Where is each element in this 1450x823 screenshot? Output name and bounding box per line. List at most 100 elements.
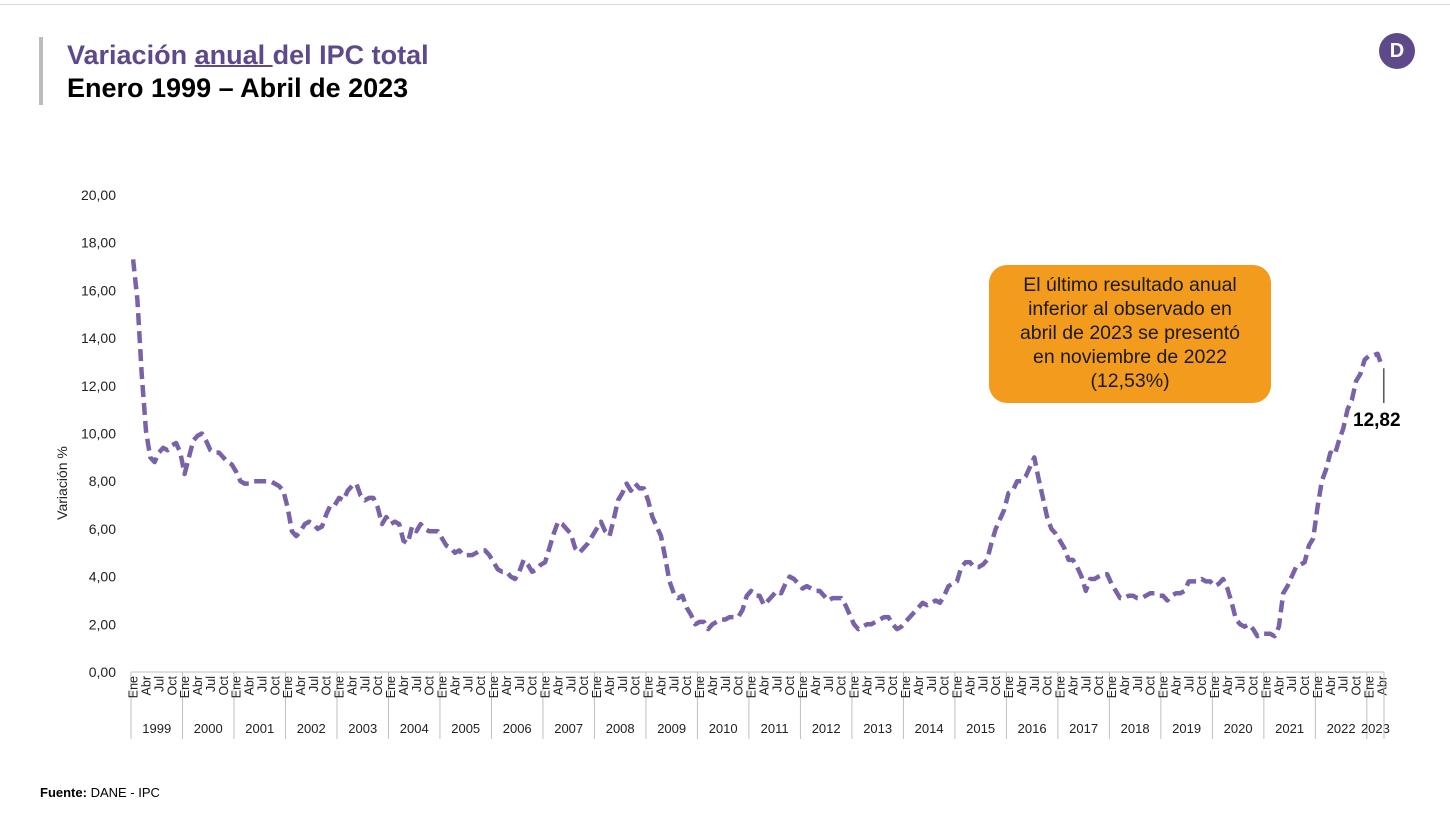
month-tick-label: Abr <box>500 676 514 695</box>
month-tick-label: Jul <box>358 676 372 692</box>
source-note: Fuente: DANE - IPC <box>40 785 160 800</box>
dane-logo-icon: D <box>1379 33 1415 69</box>
month-tick-label: Abr <box>1272 676 1286 695</box>
month-tick-label: Ene <box>333 676 347 698</box>
month-tick-label: Oct <box>526 675 540 695</box>
month-tick-label: Oct <box>1092 675 1106 695</box>
source-text: DANE - IPC <box>86 785 160 800</box>
month-tick-label: Ene <box>1054 676 1068 698</box>
month-tick-label: Jul <box>1234 676 1248 692</box>
month-tick-label: Jul <box>719 676 733 692</box>
month-tick-label: Jul <box>616 676 630 692</box>
month-tick-label: Abr <box>1324 676 1338 695</box>
year-label: 2005 <box>451 721 480 736</box>
year-label: 2017 <box>1069 721 1098 736</box>
month-tick-label: Ene <box>230 676 244 698</box>
month-tick-label: Abr <box>294 676 308 695</box>
month-tick-label: Ene <box>384 676 398 698</box>
month-tick-label: Jul <box>410 676 424 692</box>
title-accent-bar <box>39 37 43 105</box>
month-tick-label: Oct <box>629 675 643 695</box>
month-tick-label: Ene <box>178 676 192 698</box>
month-tick-label: Oct <box>1144 675 1158 695</box>
month-tick-label: Jul <box>1285 676 1299 692</box>
month-tick-label: Ene <box>693 676 707 698</box>
last-value-label: 12,82 <box>1353 410 1401 431</box>
year-label: 2015 <box>966 721 995 736</box>
month-tick-label: Ene <box>1259 676 1273 698</box>
title-underlined-word: anual <box>194 40 273 70</box>
month-tick-label: Abr <box>603 676 617 695</box>
month-tick-label: Abr <box>140 676 154 695</box>
year-label: 2014 <box>915 721 944 736</box>
month-tick-label: Oct <box>1298 675 1312 695</box>
chart-subtitle: Enero 1999 – Abril de 2023 <box>67 73 409 103</box>
y-tick-label: 20,00 <box>81 187 116 203</box>
month-tick-label: Oct <box>1247 675 1261 695</box>
year-label: 2020 <box>1224 721 1253 736</box>
year-label: 1999 <box>142 721 171 736</box>
title-part-1: Variación <box>67 40 195 70</box>
month-tick-label: Ene <box>1208 676 1222 698</box>
month-tick-label: Ene <box>642 676 656 698</box>
month-tick-label: Ene <box>487 676 501 698</box>
y-tick-label: 0,00 <box>89 664 116 680</box>
month-tick-label: Abr <box>551 676 565 695</box>
y-tick-label: 2,00 <box>89 616 116 632</box>
series-line <box>130 259 1385 639</box>
month-tick-label: Oct <box>1041 675 1055 695</box>
month-tick-label: Abr <box>1221 676 1235 695</box>
month-tick-label: Oct <box>165 675 179 695</box>
y-tick-label: 18,00 <box>81 235 116 251</box>
month-tick-label: Abr <box>448 676 462 695</box>
month-tick-label: Jul <box>461 676 475 692</box>
month-tick-label: Ene <box>745 676 759 698</box>
year-label: 2003 <box>348 721 377 736</box>
month-tick-label: Jul <box>1028 676 1042 692</box>
callout-line: El último resultado anual <box>1023 274 1237 296</box>
month-tick-label: Oct <box>732 675 746 695</box>
callout-line: inferior al observado en <box>1028 298 1232 320</box>
month-tick-label: Ene <box>899 676 913 698</box>
month-tick-label: Ene <box>1157 676 1171 698</box>
month-tick-label: Oct <box>371 675 385 695</box>
month-tick-label: Jul <box>255 676 269 692</box>
year-label: 2006 <box>503 721 532 736</box>
year-label: 2018 <box>1121 721 1150 736</box>
month-tick-label: Jul <box>204 676 218 692</box>
year-label: 2022 <box>1327 721 1356 736</box>
month-tick-label: Ene <box>1002 676 1016 698</box>
month-tick-label: Abr <box>397 676 411 695</box>
month-tick-label: Jul <box>152 676 166 692</box>
month-tick-label: Jul <box>564 676 578 692</box>
y-tick-label: 6,00 <box>89 521 116 537</box>
y-tick-label: 4,00 <box>89 569 116 585</box>
year-label: 2004 <box>400 721 429 736</box>
month-tick-label: Abr <box>757 676 771 695</box>
month-tick-label: Jul <box>513 676 527 692</box>
month-tick-label: Abr <box>1066 676 1080 695</box>
month-tick-label: Abr <box>1169 676 1183 695</box>
y-tick-label: 12,00 <box>81 378 116 394</box>
y-axis-label: Variación % <box>54 446 70 520</box>
year-label: 2010 <box>709 721 738 736</box>
year-label: 2016 <box>1018 721 1047 736</box>
month-tick-label: Abr <box>1118 676 1132 695</box>
month-tick-label: Oct <box>1350 675 1364 695</box>
y-tick-label: 8,00 <box>89 473 116 489</box>
year-label: 2021 <box>1275 721 1304 736</box>
month-tick-label: Abr <box>345 676 359 695</box>
month-tick-label: Ene <box>539 676 553 698</box>
callout-line: (12,53%) <box>1090 370 1170 392</box>
month-tick-label: Jul <box>925 676 939 692</box>
month-tick-label: Abr <box>963 676 977 695</box>
year-label: 2001 <box>245 721 274 736</box>
month-tick-label: Jul <box>770 676 784 692</box>
month-tick-label: Ene <box>796 676 810 698</box>
month-tick-label: Ene <box>951 676 965 698</box>
month-tick-label: Ene <box>1105 676 1119 698</box>
year-label: 2002 <box>297 721 326 736</box>
month-tick-label: Jul <box>307 676 321 692</box>
year-label: 2019 <box>1172 721 1201 736</box>
month-tick-label: Ene <box>848 676 862 698</box>
